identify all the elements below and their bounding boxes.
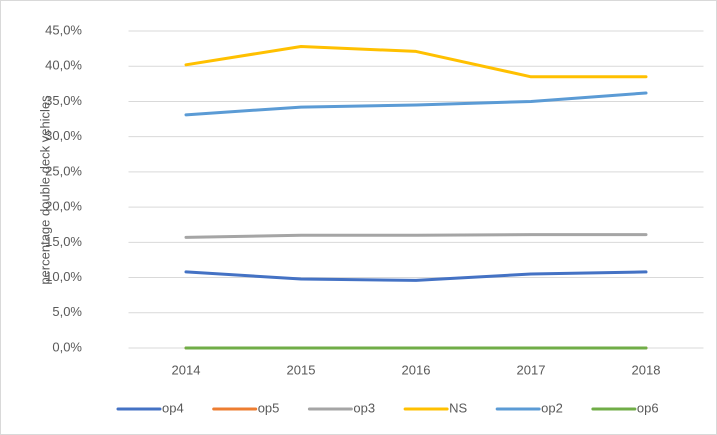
y-tick-label: 5,0% xyxy=(52,304,82,319)
y-tick-label: 30,0% xyxy=(45,128,82,143)
legend-label: op3 xyxy=(353,400,375,415)
series-line xyxy=(184,233,648,239)
x-tick-label: 2018 xyxy=(632,362,661,377)
x-tick-label: 2016 xyxy=(402,362,431,377)
y-tick-label: 20,0% xyxy=(45,199,82,214)
x-tick-label: 2017 xyxy=(517,362,546,377)
x-tick-label: 2014 xyxy=(172,362,201,377)
series-line xyxy=(184,91,648,117)
y-tick-label: 10,0% xyxy=(45,269,82,284)
y-tick-label: 45,0% xyxy=(45,22,82,37)
y-tick-label: 0,0% xyxy=(52,339,82,354)
legend-label: op5 xyxy=(258,400,280,415)
y-tick-label: 40,0% xyxy=(45,58,82,73)
x-tick-label: 2015 xyxy=(287,362,316,377)
series-line xyxy=(184,270,648,282)
legend-label: NS xyxy=(449,400,467,415)
legend-label: op4 xyxy=(162,400,184,415)
legend-label: op2 xyxy=(541,400,563,415)
y-tick-label: 15,0% xyxy=(45,234,82,249)
series-line xyxy=(184,44,648,79)
y-tick-label: 25,0% xyxy=(45,163,82,178)
y-axis-label: percentage double deck vehicles xyxy=(37,95,52,285)
y-tick-label: 35,0% xyxy=(45,93,82,108)
legend-label: op6 xyxy=(637,400,659,415)
